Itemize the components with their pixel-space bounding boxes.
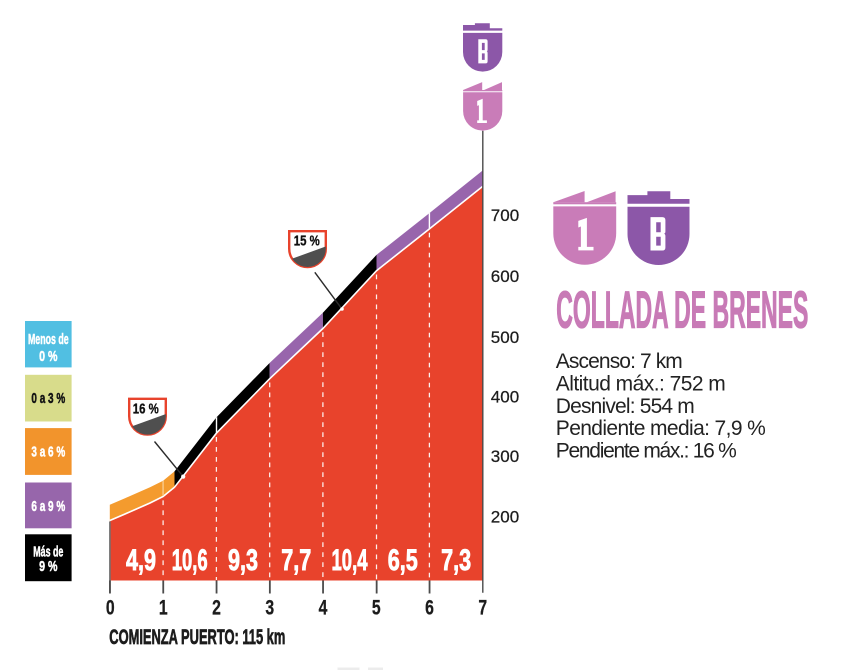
svg-text:Desnivel: 554 m: Desnivel: 554 m — [556, 395, 695, 418]
svg-text:COLLADA DE BRENES: COLLADA DE BRENES — [556, 282, 808, 340]
svg-text:0 a 3 %: 0 a 3 % — [31, 391, 65, 407]
svg-text:Ascenso: 7 km: Ascenso: 7 km — [556, 350, 683, 373]
svg-text:400: 400 — [491, 388, 519, 407]
svg-text:4: 4 — [319, 595, 328, 619]
svg-text:7: 7 — [478, 595, 487, 619]
svg-text:Altitud máx.: 752 m: Altitud máx.: 752 m — [556, 372, 726, 395]
svg-text:1: 1 — [159, 595, 168, 619]
svg-text:700: 700 — [491, 206, 519, 225]
svg-text:Pendiente máx.: 16 %: Pendiente máx.: 16 % — [556, 440, 737, 463]
svg-text:5: 5 — [372, 595, 381, 619]
svg-text:6,5: 6,5 — [388, 544, 418, 577]
svg-text:3: 3 — [265, 595, 274, 619]
svg-text:15 %: 15 % — [294, 233, 320, 250]
svg-text:7,3: 7,3 — [441, 544, 471, 577]
svg-text:4,9: 4,9 — [126, 544, 156, 577]
svg-text:300: 300 — [491, 447, 519, 466]
svg-text:9 %: 9 % — [39, 559, 57, 575]
svg-text:6 a 9 %: 6 a 9 % — [31, 499, 65, 515]
svg-text:600: 600 — [491, 267, 519, 286]
svg-text:Pendiente media: 7,9 %: Pendiente media: 7,9 % — [556, 417, 766, 440]
svg-text:16 %: 16 % — [133, 400, 159, 417]
svg-text:500: 500 — [491, 328, 519, 347]
svg-text:COMIENZA PUERTO: 115 km: COMIENZA PUERTO: 115 km — [109, 626, 285, 649]
svg-text:9,3: 9,3 — [228, 544, 258, 577]
svg-text:Menos de: Menos de — [28, 332, 69, 348]
svg-text:10,4: 10,4 — [332, 544, 368, 577]
svg-text:0 %: 0 % — [39, 349, 57, 365]
svg-text:10,6: 10,6 — [172, 544, 208, 577]
svg-text:Más de: Más de — [33, 545, 63, 561]
svg-text:200: 200 — [491, 508, 519, 527]
svg-text:0: 0 — [106, 595, 115, 619]
svg-text:7,7: 7,7 — [281, 544, 311, 577]
svg-text:2: 2 — [212, 595, 221, 619]
svg-text:6: 6 — [425, 595, 434, 619]
svg-text:3 a 6 %: 3 a 6 % — [31, 445, 65, 461]
